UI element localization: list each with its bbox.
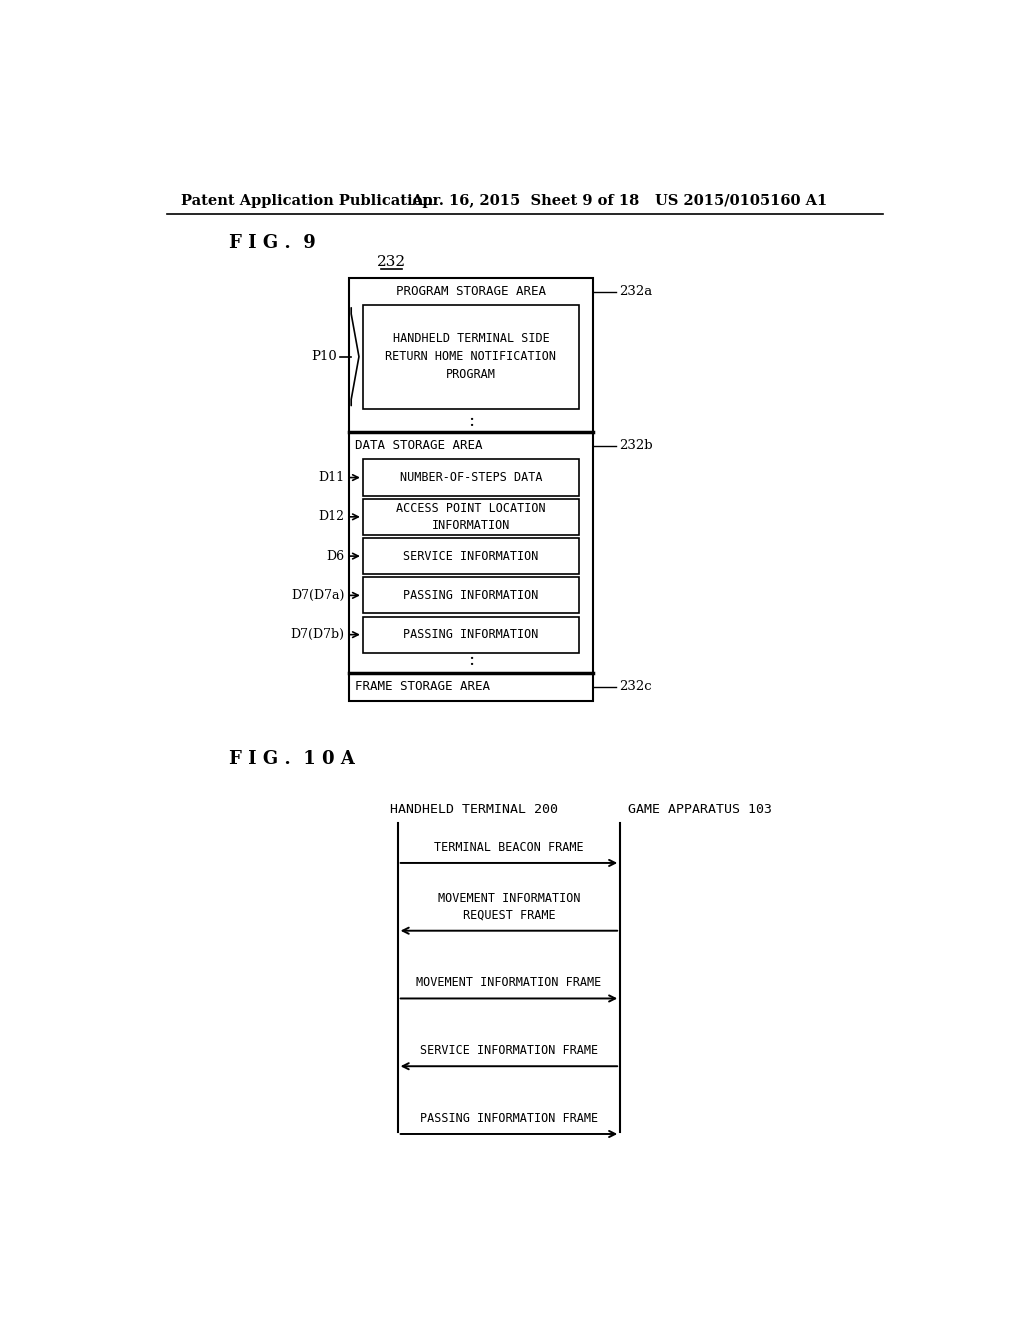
Text: SERVICE INFORMATION FRAME: SERVICE INFORMATION FRAME — [420, 1044, 598, 1057]
Text: 232: 232 — [377, 255, 407, 269]
Text: :: : — [468, 651, 474, 669]
Bar — [362, 616, 579, 653]
Text: D11: D11 — [318, 471, 344, 484]
Text: Patent Application Publication: Patent Application Publication — [180, 194, 433, 207]
Text: MOVEMENT INFORMATION
REQUEST FRAME: MOVEMENT INFORMATION REQUEST FRAME — [437, 892, 581, 921]
Text: HANDHELD TERMINAL 200: HANDHELD TERMINAL 200 — [390, 803, 558, 816]
Bar — [362, 577, 579, 614]
Bar — [362, 305, 579, 409]
Text: 232c: 232c — [620, 680, 652, 693]
Text: 232a: 232a — [620, 285, 652, 298]
Text: US 2015/0105160 A1: US 2015/0105160 A1 — [655, 194, 827, 207]
Text: GAME APPARATUS 103: GAME APPARATUS 103 — [628, 803, 772, 816]
Bar — [362, 499, 579, 535]
Text: DATA STORAGE AREA: DATA STORAGE AREA — [355, 440, 482, 453]
Text: NUMBER-OF-STEPS DATA: NUMBER-OF-STEPS DATA — [399, 471, 542, 484]
Text: PASSING INFORMATION FRAME: PASSING INFORMATION FRAME — [420, 1111, 598, 1125]
Bar — [362, 539, 579, 574]
Text: D7(D7b): D7(D7b) — [290, 628, 344, 642]
Text: PASSING INFORMATION: PASSING INFORMATION — [403, 628, 539, 642]
Text: :: : — [468, 412, 474, 430]
Text: TERMINAL BEACON FRAME: TERMINAL BEACON FRAME — [434, 841, 584, 854]
Text: Apr. 16, 2015  Sheet 9 of 18: Apr. 16, 2015 Sheet 9 of 18 — [411, 194, 639, 207]
Text: SERVICE INFORMATION: SERVICE INFORMATION — [403, 549, 539, 562]
Text: D7(D7a): D7(D7a) — [291, 589, 344, 602]
Bar — [362, 459, 579, 496]
Bar — [349, 277, 593, 701]
Text: FRAME STORAGE AREA: FRAME STORAGE AREA — [355, 680, 490, 693]
Text: F I G .  1 0 A: F I G . 1 0 A — [228, 750, 354, 768]
Text: 232b: 232b — [620, 440, 653, 453]
Text: MOVEMENT INFORMATION FRAME: MOVEMENT INFORMATION FRAME — [417, 977, 601, 989]
Text: D6: D6 — [326, 549, 344, 562]
Text: ACCESS POINT LOCATION
INFORMATION: ACCESS POINT LOCATION INFORMATION — [396, 502, 546, 532]
Text: D12: D12 — [318, 511, 344, 523]
Text: PASSING INFORMATION: PASSING INFORMATION — [403, 589, 539, 602]
Text: P10: P10 — [311, 350, 337, 363]
Text: PROGRAM STORAGE AREA: PROGRAM STORAGE AREA — [396, 285, 546, 298]
Text: HANDHELD TERMINAL SIDE
RETURN HOME NOTIFICATION
PROGRAM: HANDHELD TERMINAL SIDE RETURN HOME NOTIF… — [385, 333, 556, 381]
Text: F I G .  9: F I G . 9 — [228, 234, 315, 252]
